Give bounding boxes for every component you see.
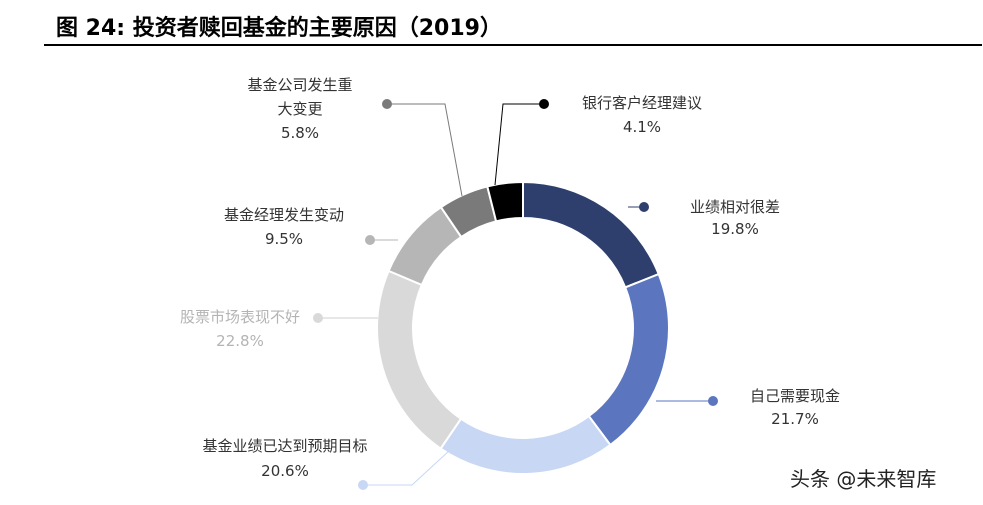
leader-dot <box>358 480 368 490</box>
leader-dot <box>365 235 375 245</box>
slice-value-label: 22.8% <box>216 332 264 350</box>
leader-dot <box>708 396 718 406</box>
slice-category-label: 基金经理发生变动 <box>224 206 344 224</box>
donut-slice <box>522 180 660 289</box>
title-divider <box>44 44 982 46</box>
donut-slice <box>486 180 524 223</box>
slice-category-label: 大变更 <box>277 100 322 118</box>
slice-category-label: 业绩相对很差 <box>690 198 780 216</box>
slice-category-label: 银行客户经理建议 <box>582 94 702 112</box>
leader-dot <box>539 99 549 109</box>
slice-value-label: 21.7% <box>771 410 819 428</box>
leader-line <box>363 449 451 486</box>
leader-line <box>494 103 544 186</box>
slice-value-label: 9.5% <box>265 230 303 248</box>
slice-value-label: 4.1% <box>623 118 661 136</box>
watermark: 头条 @未来智库 <box>790 467 937 491</box>
donut-slice <box>587 272 670 447</box>
slice-value-label: 19.8% <box>711 220 759 238</box>
slice-category-label: 基金业绩已达到预期目标 <box>202 437 367 455</box>
donut-slice <box>376 269 463 450</box>
leader-dot <box>382 99 392 109</box>
chart-title: 图 24: 投资者赎回基金的主要原因（2019） <box>56 16 502 41</box>
leader-dot <box>313 313 323 323</box>
slice-category-label: 股票市场表现不好 <box>180 308 300 326</box>
slice-category-label: 自己需要现金 <box>750 387 840 405</box>
donut-slice <box>439 414 612 475</box>
slice-category-label: 基金公司发生重 <box>247 76 352 94</box>
leader-dot <box>639 202 649 212</box>
slice-value-label: 20.6% <box>261 462 309 480</box>
slice-value-label: 5.8% <box>281 124 319 142</box>
leader-line <box>387 103 463 197</box>
